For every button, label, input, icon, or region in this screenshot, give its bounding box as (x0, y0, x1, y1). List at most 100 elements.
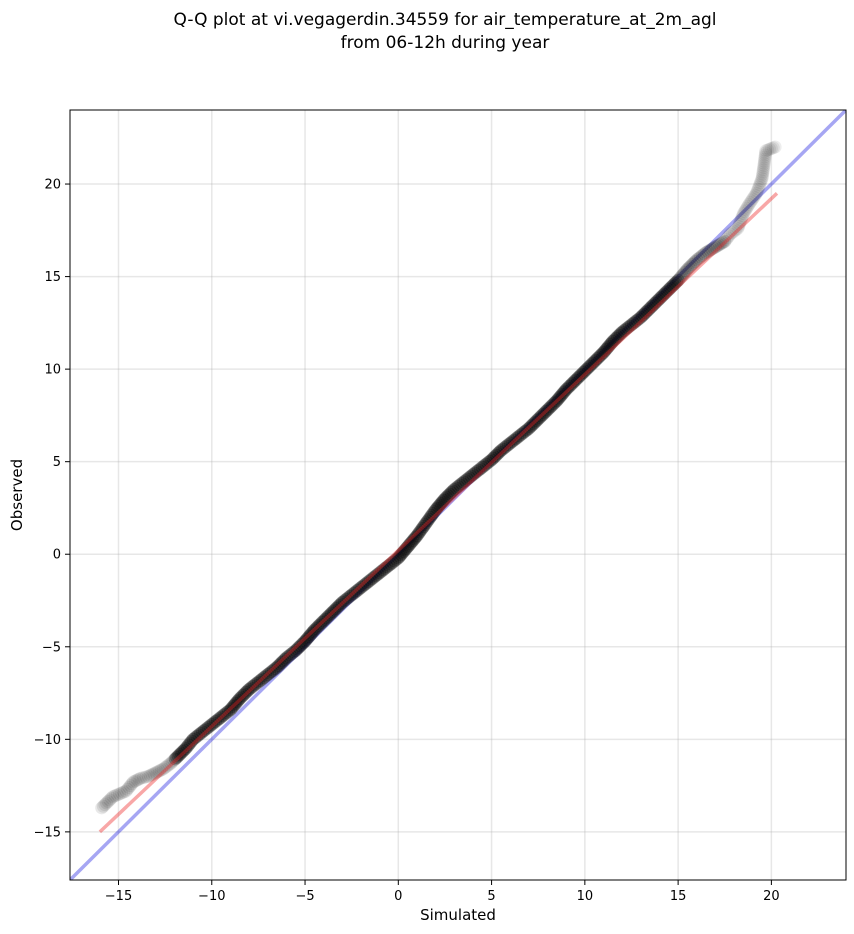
data-point (449, 481, 463, 495)
data-point (649, 295, 663, 309)
data-point (753, 176, 767, 190)
data-point (623, 319, 637, 333)
data-point (126, 775, 140, 789)
data-point (352, 582, 366, 596)
data-point (276, 654, 290, 668)
data-point (525, 418, 539, 432)
data-point (564, 378, 578, 392)
data-point (375, 564, 389, 578)
data-point (579, 362, 593, 376)
data-point (475, 460, 489, 474)
data-point (257, 671, 271, 685)
data-point (470, 465, 484, 479)
data-point (446, 484, 460, 498)
data-point (505, 435, 519, 449)
data-point (376, 563, 390, 577)
data-point (310, 620, 324, 634)
data-point (222, 704, 236, 718)
data-point (756, 165, 770, 179)
data-point (738, 205, 752, 219)
data-point (321, 609, 335, 623)
data-point (180, 740, 194, 754)
data-point (283, 648, 297, 662)
data-point (285, 646, 299, 660)
data-point (609, 331, 623, 345)
data-point (195, 725, 209, 739)
data-point (509, 432, 523, 446)
data-point (275, 656, 289, 670)
data-point (547, 397, 561, 411)
data-point (130, 773, 144, 787)
data-point (281, 649, 295, 663)
data-point (675, 269, 689, 283)
data-point (614, 327, 628, 341)
data-point (164, 756, 178, 770)
data-point (612, 328, 626, 342)
x-tick-label: 5 (487, 889, 495, 904)
data-point (558, 384, 572, 398)
data-point (248, 678, 262, 692)
data-point (610, 330, 624, 344)
data-point (229, 696, 243, 710)
data-point (626, 316, 640, 330)
data-point (95, 801, 109, 815)
data-point (662, 283, 676, 297)
data-point (194, 726, 208, 740)
data-point (710, 239, 724, 253)
data-point (289, 643, 303, 657)
data-point (621, 321, 635, 335)
data-point (227, 698, 241, 712)
data-point (417, 519, 431, 533)
data-point (732, 219, 746, 233)
data-point (513, 429, 527, 443)
data-point (581, 361, 595, 375)
reference-line-layer (70, 110, 846, 880)
data-point (110, 788, 124, 802)
data-point (590, 352, 604, 366)
data-point (156, 762, 170, 776)
data-point (542, 401, 556, 415)
data-point (441, 489, 455, 503)
data-point (473, 462, 487, 476)
data-point (578, 364, 592, 378)
data-point (343, 589, 357, 603)
grid-layer (70, 110, 846, 880)
data-point (98, 798, 112, 812)
data-point (216, 709, 230, 723)
data-point (749, 186, 763, 200)
data-point (203, 719, 217, 733)
data-point (759, 144, 773, 158)
data-point (583, 359, 597, 373)
data-point (115, 786, 129, 800)
data-point (348, 585, 362, 599)
y-axis-label: Observed (8, 459, 26, 531)
data-point (427, 505, 441, 519)
data-point (751, 182, 765, 196)
data-point (619, 322, 633, 336)
data-point (354, 581, 368, 595)
data-point (492, 445, 506, 459)
data-point (233, 692, 247, 706)
data-point (188, 731, 202, 745)
data-point (185, 734, 199, 748)
data-point (425, 508, 439, 522)
data-point (699, 246, 713, 260)
data-point (498, 441, 512, 455)
data-point (468, 466, 482, 480)
data-point (179, 742, 193, 756)
data-point (437, 493, 451, 507)
data-point (328, 603, 342, 617)
data-point (458, 474, 472, 488)
data-point (317, 614, 331, 628)
data-point (687, 256, 701, 270)
data-point (261, 668, 275, 682)
data-point (141, 769, 155, 783)
data-point (380, 560, 394, 574)
data-point (743, 196, 757, 210)
data-point (757, 159, 771, 173)
data-point (739, 203, 753, 217)
data-point (399, 541, 413, 555)
data-point (251, 675, 265, 689)
data-point (634, 310, 648, 324)
data-point (692, 251, 706, 265)
